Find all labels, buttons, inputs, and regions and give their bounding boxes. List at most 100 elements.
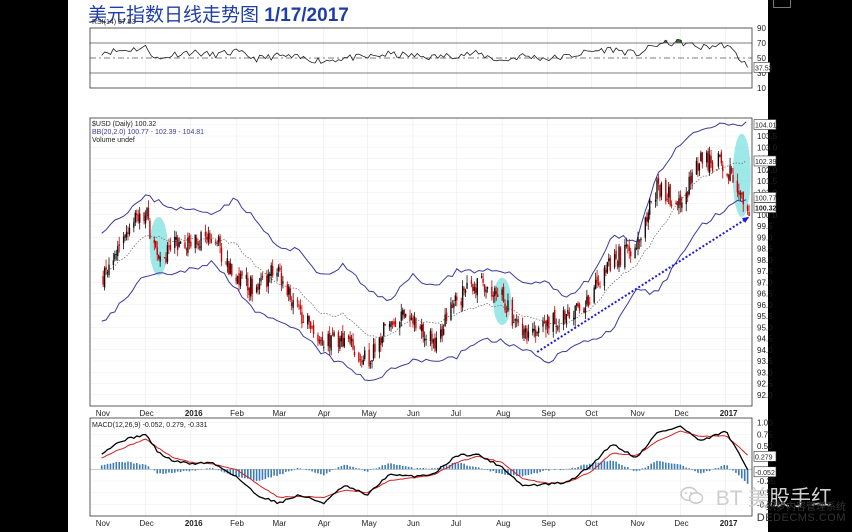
price-tick-label: 99.5 [757,222,773,231]
price-candle-body [646,217,648,222]
chart-title: 美元指数日线走势图 1/17/2017 [88,0,349,27]
price-candle-body [245,274,248,279]
price-candle-body [368,349,370,367]
price-candle-body [423,338,426,341]
price-candle-body [124,235,126,238]
price-candle-body [136,213,138,216]
price-candle-body [266,275,268,288]
price-candle-body [248,287,250,296]
price-candle-body [625,244,628,247]
price-value-tag: 102.39 [755,159,777,166]
price-candle-body [483,284,486,292]
price-candle-body [453,303,455,308]
price-candle-body [168,245,170,247]
price-candle-body [660,183,663,197]
price-candle-body [523,329,525,339]
price-candle-body [276,272,278,277]
price-candle-body [108,264,110,275]
price-candle-body [296,300,299,302]
price-candle-body [228,261,230,275]
price-candle-body [635,248,638,249]
price-legend-volume: Volume undef [92,137,135,144]
price-candle-body [649,199,651,215]
watermark-sub: 织梦内容管理系统 [766,502,846,513]
price-x-tick-label: May [362,409,377,418]
price-candle-body [711,161,714,171]
price-candle-body [573,317,575,320]
price-candle-body [188,235,191,243]
price-candle-body [220,247,223,262]
price-candle-body [280,272,283,286]
price-candle-body [676,201,679,206]
price-candle-body [374,343,376,352]
price-candle-body [328,333,331,348]
macd-line [101,425,749,505]
price-candle-body [727,174,730,180]
price-candle-body [394,321,397,327]
macd-x-tick-label: Feb [230,519,244,528]
price-candle-body [577,302,579,307]
price-candle-body [194,234,196,249]
price-candle-body [659,184,661,198]
macd-x-tick-label: Nov [96,519,110,528]
price-candle-body [176,237,179,250]
price-candle-body [138,213,141,223]
price-x-tick-label: Jun [407,409,420,418]
rsi-value-tag: 37.53 [755,65,773,72]
price-candle-body [384,323,386,325]
price-candle-body [473,286,476,291]
price-candle-body [229,263,231,274]
price-candle-body [391,322,394,325]
price-candle-body [689,175,692,185]
price-candle-body [644,217,647,238]
price-candle-body [480,276,483,278]
price-candle-body [210,239,212,243]
price-candle-body [372,344,375,359]
price-candle-body [688,176,690,195]
price-candle-body [441,326,443,337]
price-candle-body [155,240,157,248]
price-candle-body [482,278,484,283]
price-candle-body [456,296,458,301]
price-candle-body [339,338,341,349]
price-tick-label: 99.0 [757,233,773,242]
price-candle-body [562,310,565,325]
price-candle-body [369,363,372,365]
price-tick-label: 101.5 [757,177,778,186]
price-candle-body [270,265,272,276]
price-candle-body [349,336,351,344]
bb-upper-line [101,121,747,301]
price-candle-body [350,338,353,342]
price-candle-body [494,287,496,296]
price-candle-body [605,269,607,274]
price-candle-body [669,184,671,206]
price-candle-body [460,301,462,306]
price-candle-body [184,242,186,249]
price-candle-body [608,258,610,262]
price-candle-body [393,321,395,325]
price-candle-body [378,338,381,352]
price-candle-body [400,311,402,321]
price-tick-label: 95.5 [757,312,773,321]
price-candle-body [340,335,343,342]
price-candle-body [695,160,698,175]
price-candle-body [507,300,509,311]
price-candle-body [362,359,364,365]
price-candle-body [521,323,524,336]
price-candle-body [209,232,211,240]
price-candle-body [359,359,362,361]
price-candle-body [298,304,300,307]
macd-value-tag: 0.279 [755,454,773,461]
price-candle-body [271,266,274,276]
price-candle-body [302,322,305,323]
macd-x-tick-label: Mar [273,519,287,528]
price-legend-series: $USD (Daily) 100.32 [92,121,156,128]
price-candle-body [277,266,280,272]
price-candle-body [445,312,448,321]
price-highlight-ellipse [149,217,168,276]
price-x-tick-label: Mar [273,409,287,418]
price-candle-body [654,199,657,202]
price-tick-label: 102.0 [757,166,778,175]
price-x-tick-label: Jul [451,409,461,418]
price-x-tick-label: 2016 [185,409,203,418]
